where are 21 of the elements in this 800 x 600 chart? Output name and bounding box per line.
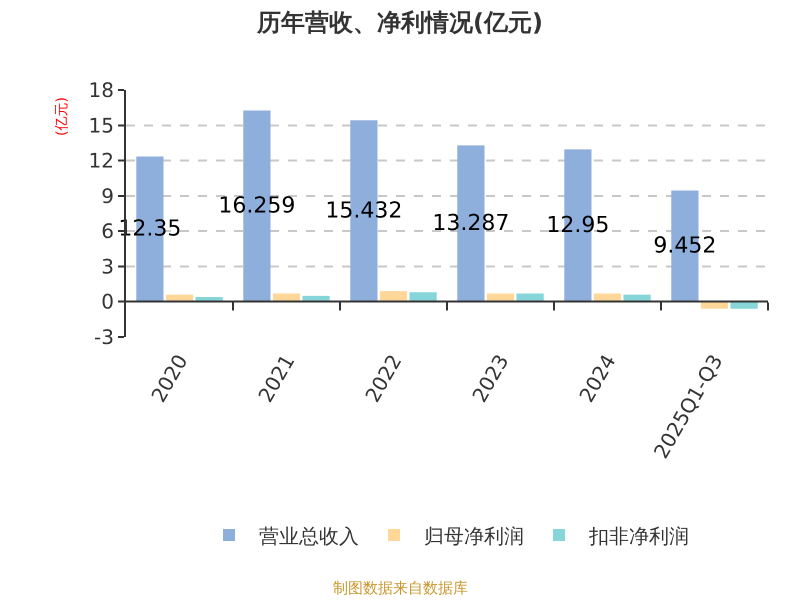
data-label: 12.95 [546,213,610,238]
y-tick-label: -3 [94,325,114,349]
legend-label: 归母净利润 [424,524,524,548]
data-label: 15.432 [325,198,402,224]
text: 制图数据来自数据库 [333,579,468,597]
data-label: 16.259 [218,194,296,219]
data-label: 9.452 [653,234,716,259]
bar [730,302,758,309]
y-axis-title: (亿元) [54,97,70,136]
y-tick-label: 15 [88,113,114,138]
y-tick-label: 18 [88,78,114,102]
y-tick-label: 3 [101,254,114,278]
y-tick-label: 12 [88,148,114,173]
legend-label: 扣非净利润 [588,524,689,548]
chart-title: 历年营收、净利情况(亿元) [256,8,543,36]
legend-label: 营业总收入 [259,524,359,548]
data-label: 13.287 [432,211,510,236]
bar [700,302,728,309]
y-tick-label: 6 [101,219,114,244]
y-tick-label: 9 [101,184,114,208]
y-tick-label: 0 [101,290,114,314]
